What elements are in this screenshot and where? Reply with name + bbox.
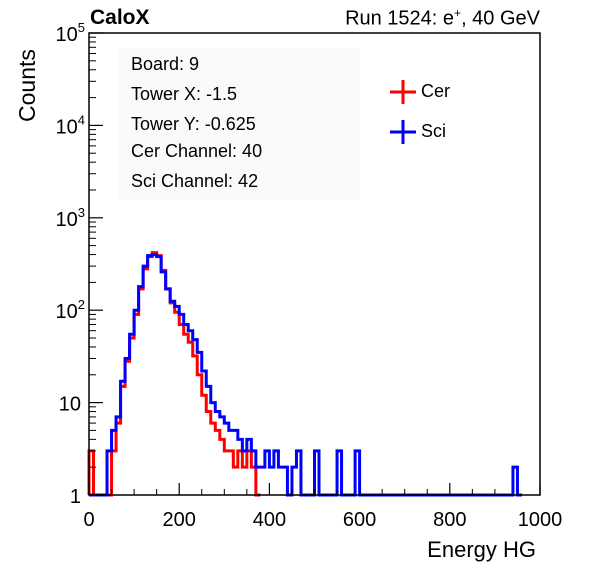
info-cer-channel: Cer Channel: 40 [131, 141, 263, 161]
axis-layer: 0 200 400 600 800 1000 1 10 102 103 104 105 [56, 20, 563, 531]
info-tower-x: Tower X: -1.5 [131, 84, 238, 104]
y-tick-label: 1 [70, 486, 81, 508]
x-axis-label: Energy HG [427, 537, 536, 562]
y-axis-label: Counts [14, 49, 40, 122]
run-label-suffix: , 40 GeV [461, 7, 540, 30]
x-tick-label: 1000 [518, 509, 563, 531]
y-tick-label: 103 [56, 205, 85, 231]
x-tick-label: 400 [253, 509, 286, 531]
y-tick-label: 105 [56, 20, 85, 46]
legend-cer-label: Cer [421, 81, 451, 101]
y-tick-label: 102 [56, 297, 85, 323]
info-board: Board: 9 [131, 54, 200, 74]
x-tick-label: 0 [83, 509, 94, 531]
y-tick-label: 104 [56, 112, 85, 138]
y-tick-label: 10 [59, 394, 81, 416]
run-label-prefix: Run 1524: e [345, 7, 455, 30]
info-box [118, 48, 360, 200]
info-sci-channel: Sci Channel: 42 [131, 171, 259, 191]
legend [390, 80, 416, 144]
legend-sci-label: Sci [421, 121, 447, 141]
run-label: Run 1524: e+, 40 GeV [345, 6, 540, 31]
series-layer [87, 251, 522, 497]
series-cer-line [87, 251, 261, 497]
x-tick-label: 600 [343, 509, 376, 531]
info-tower-y: Tower Y: -0.625 [131, 114, 256, 134]
series-sci-line [89, 253, 522, 497]
brand-label: CaloX [90, 6, 150, 29]
x-tick-label: 200 [163, 509, 196, 531]
run-label-charge: + [454, 6, 462, 20]
x-tick-label: 800 [433, 509, 466, 531]
